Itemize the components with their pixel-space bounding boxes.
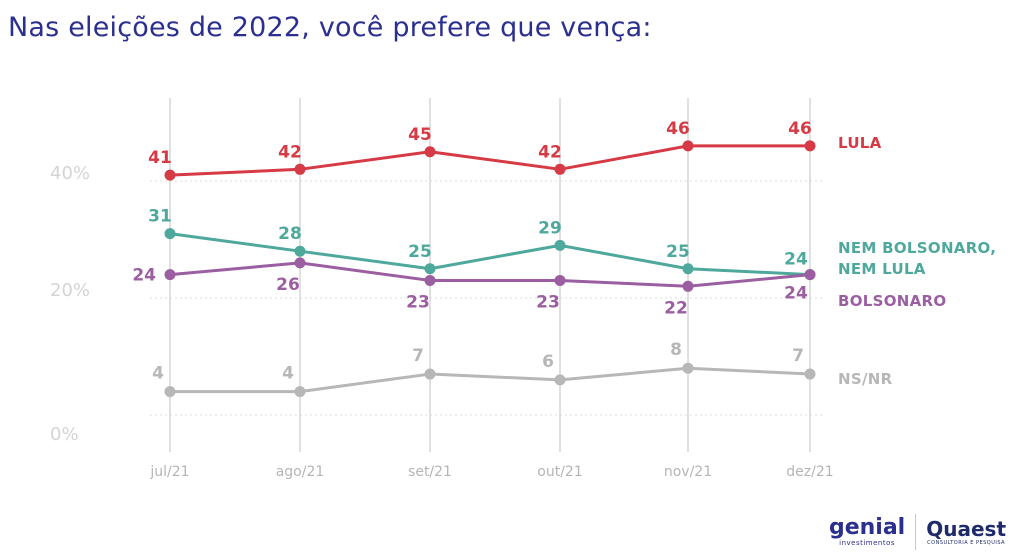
data-label: 24	[784, 250, 808, 270]
series-line	[169, 144, 810, 177]
data-point	[164, 169, 176, 181]
quaest-logo: Quaest CONSULTORIA E PESQUISA	[926, 518, 1006, 547]
data-point	[554, 374, 566, 386]
data-point	[682, 263, 694, 275]
data-point	[424, 368, 436, 380]
data-label: 8	[670, 340, 682, 360]
data-point	[682, 280, 694, 292]
y-tick-label: 40%	[50, 163, 90, 184]
genial-logo-sub: investimentos	[839, 539, 896, 547]
data-point	[164, 269, 176, 281]
data-point	[424, 146, 436, 158]
y-tick-label: 20%	[50, 280, 90, 301]
quaest-logo-word: Quaest	[926, 516, 1006, 541]
series-name-label: LULA	[838, 134, 882, 152]
data-label: 28	[278, 224, 302, 244]
data-label: 22	[664, 298, 688, 318]
data-point	[804, 269, 816, 281]
data-label: 25	[666, 242, 690, 262]
x-tick-label: out/21	[537, 464, 582, 480]
data-label: 46	[666, 119, 690, 139]
x-tick-label: dez/21	[786, 464, 833, 480]
logo-group: genial investimentos Quaest CONSULTORIA …	[829, 514, 1006, 550]
series-name-label: NEM BOLSONARO,	[838, 239, 996, 257]
data-point	[554, 274, 566, 286]
data-point	[682, 140, 694, 152]
series-line	[169, 261, 811, 288]
x-tick-label: set/21	[408, 464, 452, 480]
genial-logo-word: genial	[828, 515, 906, 540]
data-point	[682, 362, 694, 374]
data-point	[294, 163, 306, 175]
data-label: 7	[412, 346, 424, 366]
genial-logo: genial investimentos	[828, 515, 906, 548]
data-label: 26	[276, 275, 300, 295]
data-point	[164, 228, 176, 240]
data-point	[804, 140, 816, 152]
data-label: 25	[408, 242, 432, 262]
data-label: 31	[148, 207, 172, 227]
series-name-label: NS/NR	[838, 370, 893, 388]
data-label: 41	[148, 148, 172, 168]
series-name-label: NEM LULA	[838, 260, 926, 278]
data-label: 42	[538, 142, 562, 162]
x-tick-label: jul/21	[149, 464, 189, 480]
data-label: 7	[792, 346, 804, 366]
data-point	[294, 245, 306, 257]
series-line	[170, 366, 811, 394]
data-point	[424, 263, 436, 275]
data-point	[294, 257, 306, 269]
data-point	[804, 368, 816, 380]
series-name-label: BOLSONARO	[838, 292, 946, 310]
data-point	[294, 386, 306, 398]
data-label: 42	[278, 142, 302, 162]
data-label: 24	[784, 284, 808, 304]
data-point	[554, 163, 566, 175]
y-tick-label: 0%	[50, 424, 79, 445]
series-line	[169, 232, 811, 277]
data-label: 23	[536, 292, 560, 312]
x-tick-label: ago/21	[276, 464, 325, 480]
x-tick-label: nov/21	[664, 464, 712, 480]
data-label: 23	[406, 292, 430, 312]
data-label: 46	[788, 119, 812, 139]
logo-divider	[915, 514, 917, 550]
data-point	[164, 386, 176, 398]
data-label: 45	[408, 125, 432, 145]
data-label: 29	[538, 218, 562, 238]
data-point	[554, 239, 566, 251]
data-label: 6	[542, 352, 554, 372]
data-point	[424, 274, 436, 286]
chart-title: Nas eleições de 2022, você prefere que v…	[8, 12, 652, 43]
data-label: 4	[282, 364, 294, 384]
data-label: 4	[152, 364, 164, 384]
data-label: 24	[132, 266, 156, 286]
quaest-logo-sub: CONSULTORIA E PESQUISA	[927, 539, 1006, 546]
